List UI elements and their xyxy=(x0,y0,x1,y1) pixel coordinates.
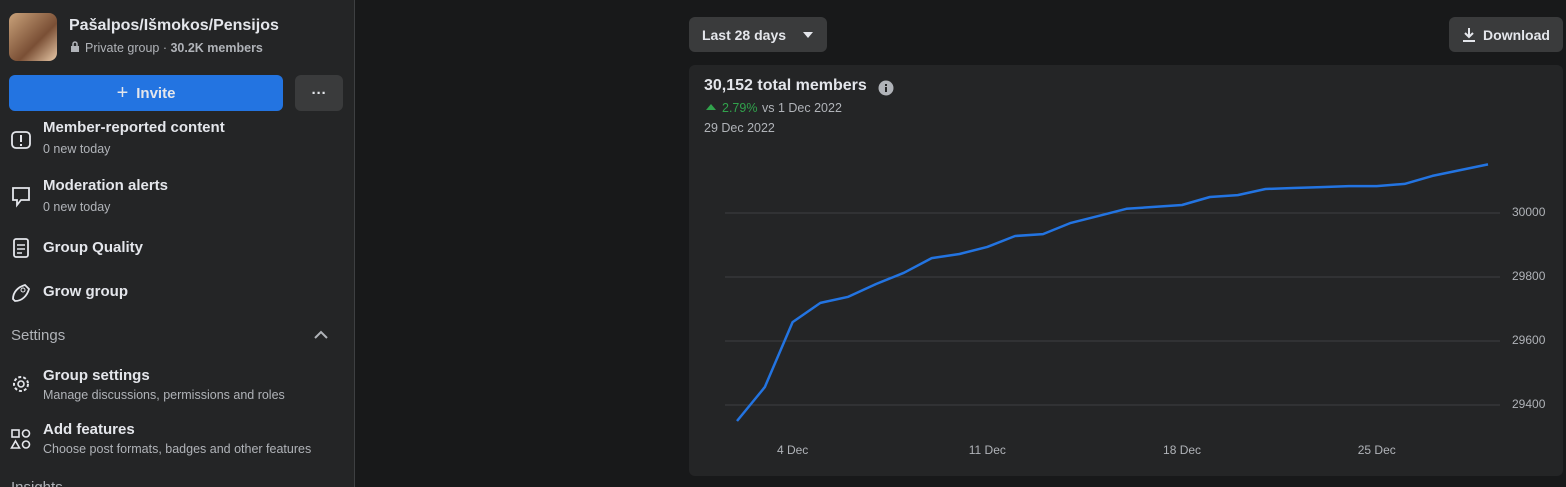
menu-subtitle: Choose post formats, badges and other fe… xyxy=(43,442,312,456)
y-tick-label: 29800 xyxy=(1512,269,1546,283)
range-dropdown[interactable]: Last 28 days xyxy=(689,17,827,52)
features-icon xyxy=(10,429,31,449)
x-tick-label: 11 Dec xyxy=(969,443,1006,457)
chart-title: 30,152 total members xyxy=(704,77,867,94)
x-tick-label: 18 Dec xyxy=(1163,443,1201,457)
x-tick-label: 4 Dec xyxy=(777,443,808,457)
download-icon xyxy=(1463,27,1476,42)
lock-icon xyxy=(71,41,79,52)
y-tick-label: 29600 xyxy=(1512,333,1546,347)
menu-item[interactable]: Moderation alerts xyxy=(43,177,169,194)
series-line xyxy=(736,163,1489,422)
quality-icon xyxy=(13,238,29,258)
x-tick-label: 25 Dec xyxy=(1358,443,1396,457)
caret xyxy=(803,31,814,38)
menu-subtitle: 0 new today xyxy=(43,200,111,214)
report-icon xyxy=(11,131,31,149)
invite-button[interactable]: + Invite xyxy=(9,75,283,111)
change: 2.79% xyxy=(722,101,758,115)
info-icon[interactable] xyxy=(878,80,894,96)
alert-icon xyxy=(12,187,30,208)
plus-icon: + xyxy=(116,81,129,104)
menu-item[interactable]: Grow group xyxy=(43,283,128,300)
up-arrow xyxy=(706,104,716,110)
group-name[interactable]: Pašalpos/Išmokos/Pensijos xyxy=(69,17,279,34)
section-header: Settings xyxy=(11,327,66,344)
section-header: Insights xyxy=(11,479,63,487)
grow-icon xyxy=(12,283,31,302)
member-count: 30.2K members xyxy=(170,41,263,55)
menu-subtitle: Manage discussions, permissions and role… xyxy=(43,388,285,402)
menu-item[interactable]: Add features xyxy=(43,421,135,438)
y-tick-label: 29400 xyxy=(1512,397,1546,411)
sidebar: Pašalpos/Išmokos/Pensijos Private group … xyxy=(0,0,355,487)
menu-item[interactable]: Group Quality xyxy=(43,239,144,256)
comparison: vs 1 Dec 2022 xyxy=(762,101,842,115)
menu-item[interactable]: Member-reported content xyxy=(43,119,225,136)
group-avatar[interactable] xyxy=(9,13,57,61)
download-label: Download xyxy=(1483,26,1550,43)
menu: Member-reported content 0 new today Mode… xyxy=(0,118,354,487)
chart-card xyxy=(689,65,1563,476)
group-meta: Private group · 30.2K members xyxy=(85,41,263,55)
invite-label: Invite xyxy=(136,84,176,102)
download-button[interactable]: Download xyxy=(1449,17,1563,52)
more-button[interactable]: ··· xyxy=(295,75,343,111)
settings-icon xyxy=(13,376,29,392)
collapse-icon[interactable] xyxy=(313,329,329,341)
y-tick-label: 30000 xyxy=(1512,205,1546,219)
menu-subtitle: 0 new today xyxy=(43,142,111,156)
range-label: Last 28 days xyxy=(701,26,787,43)
privacy: Private group · xyxy=(85,41,167,55)
chart-date: 29 Dec 2022 xyxy=(704,121,775,135)
menu-item[interactable]: Group settings xyxy=(43,367,150,384)
